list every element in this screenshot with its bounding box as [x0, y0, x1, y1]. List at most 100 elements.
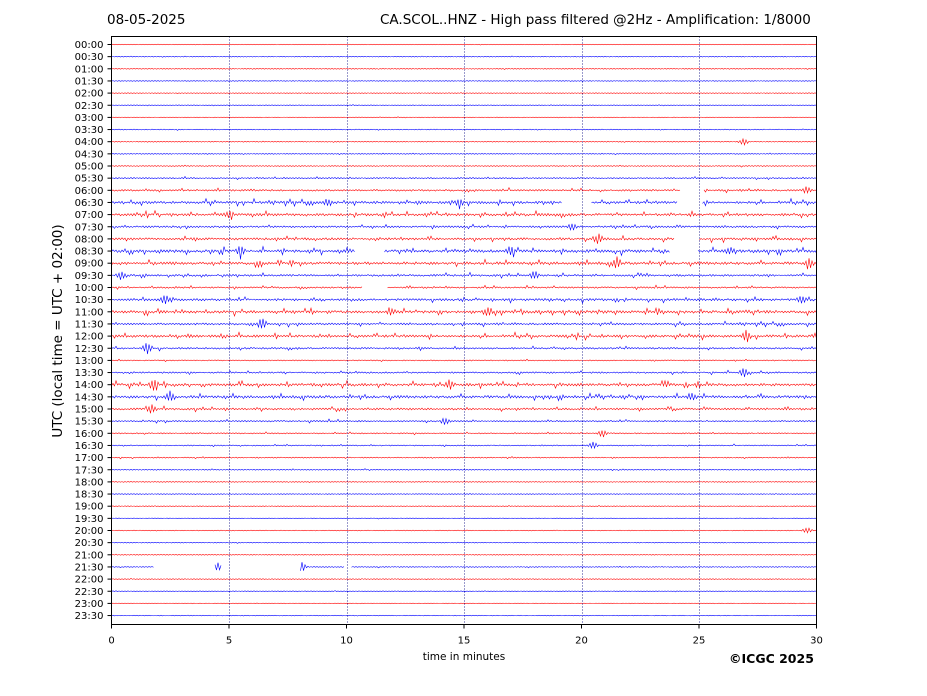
y-tick-label: 02:30: [75, 101, 104, 112]
y-tick-label: 10:30: [75, 295, 104, 306]
plot-date: 08-05-2025: [107, 12, 186, 28]
y-tick-label: 17:30: [75, 465, 104, 476]
x-tick-label: 15: [458, 636, 471, 647]
y-tick-label: 15:30: [75, 417, 104, 428]
y-tick-label: 11:30: [75, 319, 104, 330]
trace-layer: [111, 43, 817, 617]
trace-0200: [111, 92, 817, 94]
trace-0730: [111, 223, 817, 231]
y-tick-label: 07:00: [75, 210, 104, 221]
trace-0400: [111, 137, 817, 146]
trace-2100: [111, 553, 817, 556]
y-tick-label: 07:30: [75, 222, 104, 233]
trace-2230: [111, 590, 817, 593]
y-tick-label: 13:30: [75, 368, 104, 379]
y-tick-label: 14:30: [75, 392, 104, 403]
y-tick-label: 11:00: [75, 307, 104, 318]
x-tick-label: 20: [575, 636, 588, 647]
trace-0800: [111, 233, 817, 244]
trace-1730: [111, 468, 817, 472]
trace-0600: [111, 186, 817, 194]
y-tick-label: 12:30: [75, 344, 104, 355]
trace-2200: [111, 578, 817, 581]
trace-1200: [111, 329, 817, 343]
trace-1900: [111, 505, 817, 508]
trace-1930: [111, 517, 817, 520]
y-axis-label: UTC (local time = UTC + 02:00): [50, 224, 66, 437]
y-tick-label: 06:00: [75, 186, 104, 197]
y-tick-label: 00:00: [75, 40, 104, 51]
y-tick-label: 04:30: [75, 149, 104, 160]
y-tick-label: 01:00: [75, 64, 104, 75]
y-tick-label: 13:00: [75, 356, 104, 367]
copyright-text: ©ICGC 2025: [729, 651, 814, 666]
trace-0130: [111, 80, 817, 82]
y-tick-label: 03:00: [75, 113, 104, 124]
x-tick-label: 25: [693, 636, 706, 647]
y-tick-label: 03:30: [75, 125, 104, 136]
y-tick-label: 19:00: [75, 502, 104, 513]
y-tick-label: 23:30: [75, 611, 104, 622]
y-tick-label: 05:30: [75, 174, 104, 185]
y-tick-label: 10:00: [75, 283, 104, 294]
y-tick-label: 18:30: [75, 490, 104, 501]
trace-1530: [111, 417, 817, 425]
y-tick-label: 23:00: [75, 599, 104, 610]
y-tick-label: 04:00: [75, 137, 104, 148]
trace-1300: [111, 358, 817, 362]
trace-0330: [111, 128, 817, 131]
trace-0300: [111, 116, 817, 119]
trace-0630: [111, 197, 817, 210]
y-tick-label: 15:00: [75, 405, 104, 416]
trace-0230: [111, 104, 817, 107]
trace-1330: [111, 368, 817, 378]
trace-0100: [111, 67, 817, 70]
trace-2030: [111, 541, 817, 544]
trace-2000: [111, 527, 817, 534]
y-tick-label: 12:00: [75, 332, 104, 343]
trace-1230: [111, 343, 817, 355]
trace-0430: [111, 152, 817, 156]
trace-1430: [111, 390, 817, 402]
y-tick-label: 00:30: [75, 52, 104, 63]
trace-1000: [111, 284, 817, 291]
y-tick-label: 19:30: [75, 514, 104, 525]
trace-1700: [111, 456, 817, 460]
trace-0000: [111, 43, 817, 46]
y-tick-label: 02:00: [75, 89, 104, 100]
trace-1030: [111, 295, 817, 305]
x-tick-label: 10: [340, 636, 353, 647]
trace-0500: [111, 164, 817, 168]
trace-1130: [111, 318, 817, 329]
y-tick-label: 22:00: [75, 575, 104, 586]
y-tick-label: 16:00: [75, 429, 104, 440]
trace-2300: [111, 602, 817, 605]
y-tick-label: 09:00: [75, 259, 104, 270]
y-tick-label: 20:00: [75, 526, 104, 537]
trace-0700: [111, 209, 817, 220]
y-tick-label: 21:30: [75, 562, 104, 573]
y-tick-label: 08:30: [75, 247, 104, 258]
y-tick-label: 20:30: [75, 538, 104, 549]
trace-0830: [111, 245, 817, 260]
trace-0930: [111, 271, 817, 280]
y-tick-label: 06:30: [75, 198, 104, 209]
plot-frame: [111, 36, 817, 625]
x-tick-label: 5: [226, 636, 232, 647]
y-tick-label: 21:00: [75, 550, 104, 561]
y-tick-label: 18:00: [75, 477, 104, 488]
trace-1830: [111, 493, 817, 496]
plot-title: CA.SCOL..HNZ - High pass filtered @2Hz -…: [380, 12, 811, 28]
trace-2330: [111, 614, 817, 617]
y-tick-label: 05:00: [75, 162, 104, 173]
trace-0900: [111, 256, 817, 270]
trace-1400: [111, 379, 817, 391]
y-tick-label: 14:00: [75, 380, 104, 391]
trace-1100: [111, 307, 817, 317]
x-axis-label: time in minutes: [423, 651, 505, 663]
trace-1630: [111, 441, 817, 450]
y-tick-label: 08:00: [75, 234, 104, 245]
x-tick-label: 30: [810, 636, 823, 647]
